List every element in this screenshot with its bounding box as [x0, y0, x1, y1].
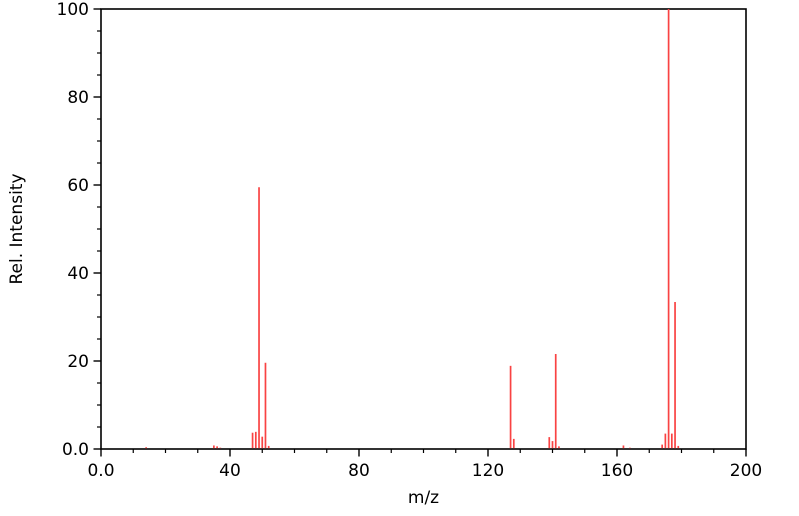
- y-axis-tick-label: 80: [67, 88, 89, 108]
- plot-frame: [100, 8, 747, 450]
- y-axis-tick-label: 0.0: [62, 440, 89, 460]
- x-axis-tick-label: 120: [472, 461, 504, 481]
- x-axis-tick-label: 160: [601, 461, 633, 481]
- y-axis-tick-label: 20: [67, 352, 89, 372]
- x-axis-label: m/z: [408, 488, 439, 508]
- x-axis-tick-label: 80: [348, 461, 370, 481]
- x-axis-tick-label: 40: [219, 461, 241, 481]
- spectrum-peaks: [145, 9, 680, 449]
- y-axis-label: Rel. Intensity: [7, 173, 27, 284]
- y-axis-tick-label: 100: [57, 0, 89, 20]
- y-axis-tick-label: 60: [67, 176, 89, 196]
- y-axis-tick-label: 40: [67, 264, 89, 284]
- x-axis-tick-label: 0.0: [87, 461, 114, 481]
- x-axis-tick-label: 200: [730, 461, 762, 481]
